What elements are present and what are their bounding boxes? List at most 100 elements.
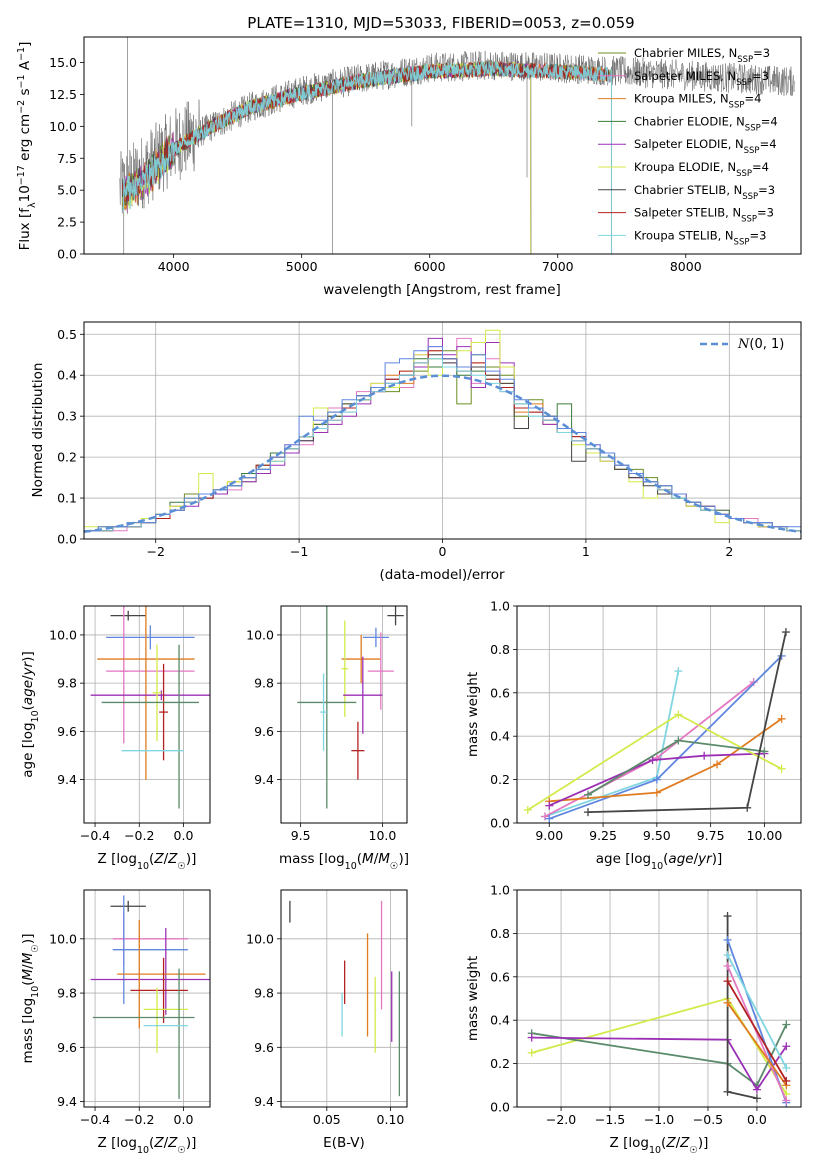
label-part: Z [log <box>610 1135 649 1151</box>
y-axis-label: age [log10(age/yr)] <box>20 651 41 777</box>
label-part: M <box>20 968 36 980</box>
legend-text: =3 <box>752 69 769 83</box>
weight-series <box>527 912 791 1107</box>
label-part: / <box>164 851 169 867</box>
label-part: / <box>20 675 36 680</box>
label-part: age <box>668 851 693 867</box>
legend-text: Salpeter MILES, N <box>634 69 736 83</box>
x-axis-label: Z [log10(Z/Z☉)] <box>98 1135 197 1156</box>
label-part: −2 <box>16 100 27 114</box>
legend-text: Kroupa MILES, N <box>634 92 729 106</box>
label-part: Flux [f <box>17 207 33 251</box>
legend-label: Chabrier MILES, NSSP=3 <box>634 46 770 65</box>
weight-line <box>726 939 788 1104</box>
normal-curve <box>84 374 801 534</box>
legend-text: N <box>737 337 750 352</box>
y-tick-label: 9.4 <box>254 1094 274 1109</box>
y-tick-label: 0.8 <box>490 926 510 941</box>
y-axis-label: mass weight <box>465 956 481 1041</box>
legend-sub: SSP <box>734 237 750 247</box>
legend-label: Kroupa MILES, NSSP=4 <box>634 92 761 111</box>
residuals-panel: −2 −1 0 1 2 0.0 0.1 0.2 0.3 0.4 0.5 N(0, 1) (data-mo… <box>30 321 802 583</box>
x-tick-label: −0.2 <box>124 1112 154 1127</box>
x-tick-label: 9.50 <box>643 828 671 843</box>
legend-text: =4 <box>761 114 778 128</box>
label-part: 10 <box>649 1145 661 1156</box>
weight-line <box>726 965 788 1101</box>
x-tick-label: 9.00 <box>535 828 563 843</box>
label-part: / <box>20 964 36 969</box>
y-tick-label: 0.2 <box>490 1056 510 1071</box>
label-part: 10 <box>345 861 357 872</box>
label-part: ☉ <box>177 861 186 872</box>
y-tick-label: 0.0 <box>490 1100 510 1115</box>
label-part: )] <box>20 651 36 662</box>
weight-line <box>549 718 783 803</box>
x-axis-label: wavelength [Angstrom, rest frame] <box>323 282 561 298</box>
legend-text: =4 <box>760 137 777 151</box>
legend-label: Salpeter MILES, NSSP=3 <box>634 69 769 88</box>
label-part: Z <box>167 851 178 867</box>
y-tick-label: 0.0 <box>57 247 77 262</box>
label-part: mass weight <box>465 672 481 757</box>
y-tick-label: 0.4 <box>490 1013 510 1028</box>
x-tick-label: 4000 <box>158 259 190 274</box>
legend-text: =3 <box>749 228 766 242</box>
y-tick-label: 0.5 <box>57 327 77 342</box>
label-part: Z [log <box>98 1135 137 1151</box>
x-tick-label: −2 <box>146 544 164 559</box>
label-part: Z [log <box>98 851 137 867</box>
label-part: ☉ <box>689 1145 698 1156</box>
axes-frame <box>83 321 802 540</box>
legend-sub: SSP <box>729 101 745 111</box>
label-part: ☉ <box>30 944 41 953</box>
x-axis-label: E(B-V) <box>323 1135 365 1151</box>
y-tick-label: 0.8 <box>490 642 510 657</box>
y-tick-label: 1.0 <box>490 599 510 614</box>
legend-sub: SSP <box>745 123 761 133</box>
y-tick-label: 9.4 <box>57 1094 77 1109</box>
legend-label: N(0, 1) <box>737 337 784 352</box>
figure-title: PLATE=1310, MJD=53033, FIBERID=0053, z=0… <box>247 14 634 32</box>
y-tick-label: 15.0 <box>49 55 77 70</box>
y-axis-label: Flux [fλ10−17 erg cm−2 s−1 A−1] <box>16 42 38 251</box>
y-tick-label: 5.0 <box>57 183 77 198</box>
label-part: M <box>362 851 374 867</box>
label-part: ( <box>661 1135 666 1151</box>
label-part: mass [log <box>279 851 345 867</box>
y-tick-label: 10.0 <box>49 119 77 134</box>
errorbar-points <box>289 900 401 1097</box>
errorbar-points <box>90 895 210 1099</box>
label-part: ( <box>149 851 154 867</box>
y-tick-label: 9.8 <box>254 986 274 1001</box>
x-tick-label: −1.0 <box>644 1112 674 1127</box>
label-part: λ <box>27 202 38 208</box>
label-part: age <box>20 680 36 705</box>
y-tick-label: 7.5 <box>57 151 77 166</box>
label-part: wavelength [Angstrom, rest frame] <box>323 282 561 298</box>
x-axis-label: Z [log10(Z/Z☉)] <box>610 1135 709 1156</box>
spectrum-panel: 4000 5000 6000 7000 8000 0.0 2.5 5.0 7.5 10.0 12.5… <box>16 36 802 298</box>
y-tick-label: 1.0 <box>490 883 510 898</box>
legend-label: Chabrier ELODIE, NSSP=4 <box>634 114 778 133</box>
legend-text: Kroupa ELODIE, N <box>634 160 736 174</box>
y-tick-label: 10.0 <box>49 931 77 946</box>
y-tick-label: 9.6 <box>254 724 274 739</box>
age-vs-metallicity-panel: −0.4 −0.2 0.09.49.69.810.0Z [log10(Z/Z☉)]a… <box>20 605 211 872</box>
label-part: )] <box>20 934 36 945</box>
model-spectrum-line <box>122 60 613 254</box>
y-tick-label: 9.8 <box>57 676 77 691</box>
label-part: E(B-V) <box>323 1135 365 1151</box>
axes-frame <box>83 605 211 824</box>
weight-series <box>523 628 790 823</box>
label-part: Z <box>679 1135 690 1151</box>
y-tick-label: 0.2 <box>57 450 77 465</box>
y-tick-label: 9.4 <box>254 772 274 787</box>
x-tick-label: −0.4 <box>80 1112 110 1127</box>
label-part: age [log <box>596 851 651 867</box>
x-tick-label: 10.00 <box>747 828 783 843</box>
y-tick-label: 10.0 <box>49 627 77 642</box>
x-tick-label: 9.75 <box>697 828 725 843</box>
